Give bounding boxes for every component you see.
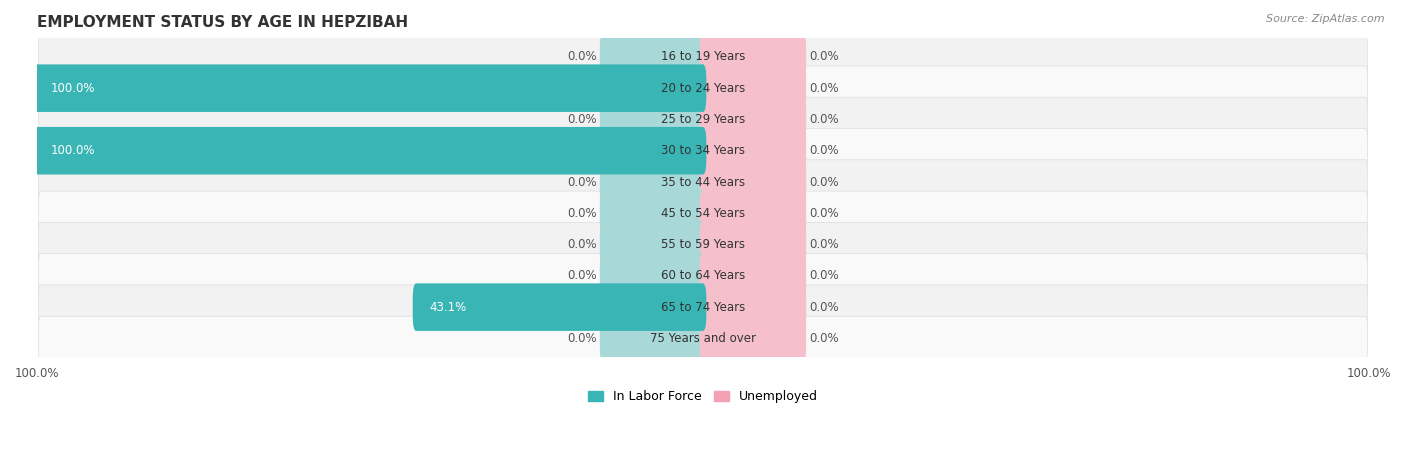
Text: 0.0%: 0.0% <box>810 82 839 95</box>
FancyBboxPatch shape <box>38 35 1368 79</box>
Text: 0.0%: 0.0% <box>810 207 839 220</box>
Text: 35 to 44 Years: 35 to 44 Years <box>661 175 745 189</box>
FancyBboxPatch shape <box>600 283 706 331</box>
Text: 0.0%: 0.0% <box>810 269 839 282</box>
Text: 0.0%: 0.0% <box>567 207 596 220</box>
Text: 30 to 34 Years: 30 to 34 Years <box>661 144 745 157</box>
FancyBboxPatch shape <box>700 64 806 112</box>
FancyBboxPatch shape <box>600 33 706 81</box>
Text: 0.0%: 0.0% <box>567 51 596 64</box>
Text: 0.0%: 0.0% <box>567 269 596 282</box>
FancyBboxPatch shape <box>700 127 806 175</box>
FancyBboxPatch shape <box>413 283 706 331</box>
FancyBboxPatch shape <box>600 158 706 206</box>
FancyBboxPatch shape <box>600 189 706 237</box>
Text: 100.0%: 100.0% <box>51 82 96 95</box>
FancyBboxPatch shape <box>600 221 706 268</box>
FancyBboxPatch shape <box>600 96 706 143</box>
FancyBboxPatch shape <box>34 64 706 112</box>
FancyBboxPatch shape <box>700 158 806 206</box>
Text: 25 to 29 Years: 25 to 29 Years <box>661 113 745 126</box>
FancyBboxPatch shape <box>700 221 806 268</box>
FancyBboxPatch shape <box>38 253 1368 298</box>
FancyBboxPatch shape <box>38 285 1368 329</box>
Text: Source: ZipAtlas.com: Source: ZipAtlas.com <box>1267 14 1385 23</box>
FancyBboxPatch shape <box>34 127 706 175</box>
FancyBboxPatch shape <box>700 96 806 143</box>
Text: 0.0%: 0.0% <box>810 113 839 126</box>
Text: 45 to 54 Years: 45 to 54 Years <box>661 207 745 220</box>
Text: EMPLOYMENT STATUS BY AGE IN HEPZIBAH: EMPLOYMENT STATUS BY AGE IN HEPZIBAH <box>37 15 408 30</box>
Text: 0.0%: 0.0% <box>810 175 839 189</box>
Text: 0.0%: 0.0% <box>567 175 596 189</box>
FancyBboxPatch shape <box>700 33 806 81</box>
Text: 0.0%: 0.0% <box>567 238 596 251</box>
Legend: In Labor Force, Unemployed: In Labor Force, Unemployed <box>583 385 823 408</box>
Text: 0.0%: 0.0% <box>810 144 839 157</box>
Text: 60 to 64 Years: 60 to 64 Years <box>661 269 745 282</box>
FancyBboxPatch shape <box>38 191 1368 235</box>
FancyBboxPatch shape <box>700 189 806 237</box>
FancyBboxPatch shape <box>38 129 1368 173</box>
Text: 55 to 59 Years: 55 to 59 Years <box>661 238 745 251</box>
FancyBboxPatch shape <box>600 127 706 175</box>
FancyBboxPatch shape <box>700 283 806 331</box>
FancyBboxPatch shape <box>600 315 706 362</box>
Text: 0.0%: 0.0% <box>567 332 596 345</box>
Text: 16 to 19 Years: 16 to 19 Years <box>661 51 745 64</box>
FancyBboxPatch shape <box>700 252 806 299</box>
FancyBboxPatch shape <box>700 315 806 362</box>
Text: 65 to 74 Years: 65 to 74 Years <box>661 301 745 313</box>
FancyBboxPatch shape <box>38 316 1368 361</box>
FancyBboxPatch shape <box>38 222 1368 267</box>
FancyBboxPatch shape <box>38 160 1368 204</box>
Text: 20 to 24 Years: 20 to 24 Years <box>661 82 745 95</box>
Text: 0.0%: 0.0% <box>810 51 839 64</box>
Text: 0.0%: 0.0% <box>567 113 596 126</box>
FancyBboxPatch shape <box>38 97 1368 142</box>
Text: 100.0%: 100.0% <box>51 144 96 157</box>
FancyBboxPatch shape <box>600 64 706 112</box>
FancyBboxPatch shape <box>38 66 1368 110</box>
Text: 43.1%: 43.1% <box>429 301 467 313</box>
FancyBboxPatch shape <box>600 252 706 299</box>
Text: 0.0%: 0.0% <box>810 238 839 251</box>
Text: 75 Years and over: 75 Years and over <box>650 332 756 345</box>
Text: 0.0%: 0.0% <box>810 301 839 313</box>
Text: 0.0%: 0.0% <box>810 332 839 345</box>
